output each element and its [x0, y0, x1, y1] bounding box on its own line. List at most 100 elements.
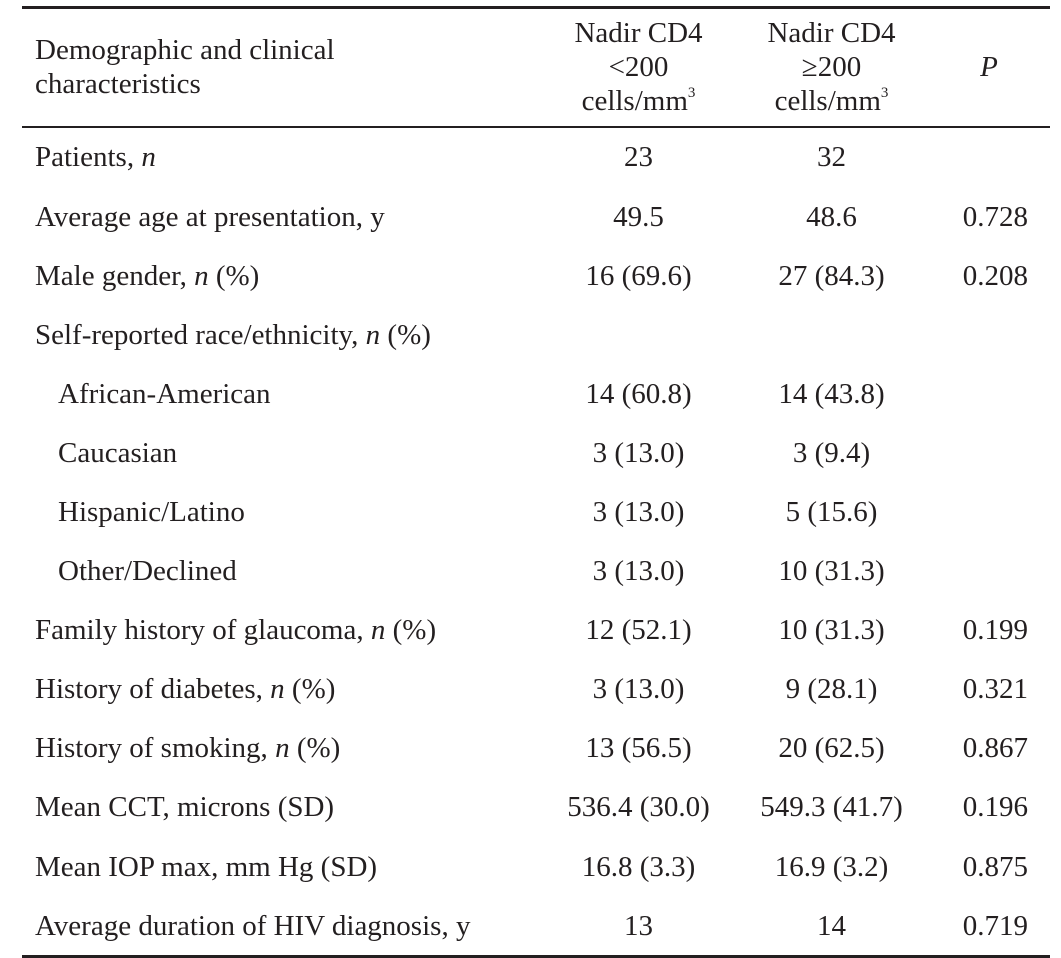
- cell-cd4-below-200: 14 (60.8): [585, 377, 692, 410]
- row-label-text: Self-reported race/ethnicity,: [35, 318, 366, 351]
- cell-cd4-below-200: [542, 305, 735, 364]
- table-row: Average duration of HIV diagnosis, y 13 14…: [22, 896, 1050, 957]
- cell-p-value: [928, 542, 1050, 601]
- header-cd4-below-200-unit: cells/mm: [581, 85, 688, 118]
- row-label: Family history of glaucoma, n (%): [22, 601, 542, 660]
- row-label: Male gender, n (%): [22, 246, 542, 305]
- table-row: Average age at presentation, y 49.5 48.6 0.…: [22, 187, 1050, 246]
- header-p-value: P: [980, 50, 998, 83]
- cell-cd4-above-200: 549.3 (41.7): [760, 791, 903, 824]
- characteristics-table: Demographic and clinical characteristics…: [22, 6, 1050, 958]
- header-characteristics: Demographic and clinical characteristics: [22, 8, 542, 128]
- header-characteristics-line2: characteristics: [35, 68, 201, 100]
- header-cd4-below-200-line2: <200: [608, 50, 669, 83]
- cell-p-value: 0.728: [962, 200, 1028, 233]
- row-label-italic: n: [370, 614, 386, 647]
- header-cd4-above-200-unit: cells/mm: [774, 85, 881, 118]
- row-label-text: Mean CCT, microns (SD): [35, 791, 335, 824]
- cell-cd4-below-200: 3 (13.0): [592, 555, 685, 588]
- row-label-italic: n: [141, 141, 156, 174]
- cell-cd4-below-200: 536.4 (30.0): [567, 791, 710, 824]
- header-cd4-below-200-line3: cells/mm3: [548, 84, 729, 118]
- row-label: Average duration of HIV diagnosis, y: [22, 896, 542, 957]
- header-cd4-below-200-sup: 3: [687, 85, 696, 102]
- table-row: Mean CCT, microns (SD) 536.4 (30.0) 549.3 …: [22, 778, 1050, 837]
- header-cd4-below-200-line1: Nadir CD4: [574, 16, 703, 49]
- cell-cd4-below-200: 3 (13.0): [592, 496, 685, 528]
- row-label-text: Average duration of HIV diagnosis, y: [35, 909, 471, 942]
- header-row: Demographic and clinical characteristics…: [22, 7, 1050, 128]
- row-label-suffix: (%): [208, 259, 260, 292]
- row-label-italic: n: [365, 318, 381, 351]
- characteristics-table-container: Demographic and clinical characteristics…: [22, 6, 1050, 958]
- table-row: Patients, n 23 32: [22, 127, 1050, 187]
- header-cd4-below-200: Nadir CD4 <200 cells/mm3: [542, 8, 735, 128]
- cell-cd4-below-200: 23: [624, 141, 653, 174]
- table-row: Male gender, n (%) 16 (69.6) 27 (84.3) 0.20…: [22, 246, 1050, 305]
- cell-cd4-above-200: 27 (84.3): [778, 259, 885, 292]
- cell-p-value: 0.208: [962, 259, 1028, 292]
- cell-p-value: [928, 483, 1050, 542]
- row-label: Other/Declined: [22, 542, 542, 601]
- row-label: Mean CCT, microns (SD): [22, 778, 542, 837]
- row-label-suffix: (%): [289, 732, 341, 765]
- table-row: History of smoking, n (%) 13 (56.5) 20 (62…: [22, 719, 1050, 778]
- row-label-text: Mean IOP max, mm Hg (SD): [35, 850, 378, 883]
- cell-p-value: [928, 423, 1050, 482]
- cell-cd4-below-200: 16 (69.6): [585, 259, 692, 292]
- cell-p-value: [928, 305, 1050, 364]
- row-label: Average age at presentation, y: [22, 187, 542, 246]
- row-label-text: Male gender,: [35, 259, 195, 292]
- table-row: Self-reported race/ethnicity, n (%): [22, 305, 1050, 364]
- cell-cd4-above-200: 14 (43.8): [778, 377, 885, 410]
- row-label-text: Other/Declined: [58, 555, 237, 588]
- header-characteristics-line1: Demographic and clinical: [35, 33, 335, 66]
- row-label-text: History of smoking,: [35, 732, 276, 765]
- row-label-text: Family history of glaucoma,: [35, 614, 371, 647]
- row-label-text: Patients,: [35, 141, 142, 174]
- table-row: Family history of glaucoma, n (%) 12 (52.…: [22, 601, 1050, 660]
- cell-cd4-above-200: 10 (31.3): [778, 555, 885, 588]
- table-row: Caucasian 3 (13.0) 3 (9.4): [22, 423, 1050, 482]
- row-label-italic: n: [270, 673, 285, 706]
- table-row: African-American 14 (60.8) 14 (43.8): [22, 364, 1050, 423]
- row-label-text: African-American: [58, 377, 271, 410]
- row-label: History of smoking, n (%): [22, 719, 542, 778]
- cell-cd4-above-200: 10 (31.3): [778, 614, 885, 647]
- row-label: History of diabetes, n (%): [22, 660, 542, 719]
- header-cd4-above-200-line3: cells/mm3: [741, 84, 922, 118]
- cell-cd4-above-200: 14: [817, 909, 846, 942]
- header-cd4-above-200-line2: ≥200: [801, 50, 862, 83]
- cell-cd4-below-200: 16.8 (3.3): [581, 850, 696, 883]
- row-label: Caucasian: [22, 423, 542, 482]
- cell-cd4-above-200: 5 (15.6): [785, 496, 878, 528]
- cell-cd4-above-200: 3 (9.4): [792, 436, 871, 469]
- table-body: Patients, n 23 32 Average age at presentati…: [22, 127, 1050, 957]
- cell-cd4-below-200: 13: [624, 909, 653, 942]
- header-cd4-above-200-sup: 3: [880, 85, 889, 102]
- row-label: Self-reported race/ethnicity, n (%): [22, 305, 542, 364]
- cell-cd4-above-200: [735, 305, 928, 364]
- cell-cd4-below-200: 3 (13.0): [592, 673, 685, 706]
- cell-cd4-above-200: 9 (28.1): [785, 673, 878, 706]
- row-label-italic: n: [275, 732, 290, 765]
- row-label-text: Hispanic/Latino: [58, 496, 245, 528]
- row-label: Patients, n: [22, 127, 542, 187]
- table-row: Other/Declined 3 (13.0) 10 (31.3): [22, 542, 1050, 601]
- row-label: African-American: [22, 364, 542, 423]
- row-label: Hispanic/Latino: [22, 483, 542, 542]
- row-label-text: Average age at presentation, y: [35, 200, 385, 233]
- header-cd4-above-200: Nadir CD4 ≥200 cells/mm3: [735, 8, 928, 128]
- cell-cd4-below-200: 3 (13.0): [592, 436, 685, 469]
- table-row: Mean IOP max, mm Hg (SD) 16.8 (3.3) 16.9 (…: [22, 837, 1050, 896]
- table-header: Demographic and clinical characteristics…: [22, 7, 1050, 128]
- row-label-text: Caucasian: [58, 436, 178, 469]
- cell-cd4-below-200: 12 (52.1): [585, 614, 692, 647]
- cell-cd4-below-200: 13 (56.5): [585, 732, 692, 765]
- table-row: History of diabetes, n (%) 3 (13.0) 9 (28.…: [22, 660, 1050, 719]
- row-label: Mean IOP max, mm Hg (SD): [22, 837, 542, 896]
- cell-cd4-above-200: 20 (62.5): [778, 732, 885, 765]
- row-label-text: History of diabetes,: [35, 673, 271, 706]
- row-label-suffix: (%): [380, 318, 431, 351]
- cell-p-value: 0.875: [962, 850, 1028, 883]
